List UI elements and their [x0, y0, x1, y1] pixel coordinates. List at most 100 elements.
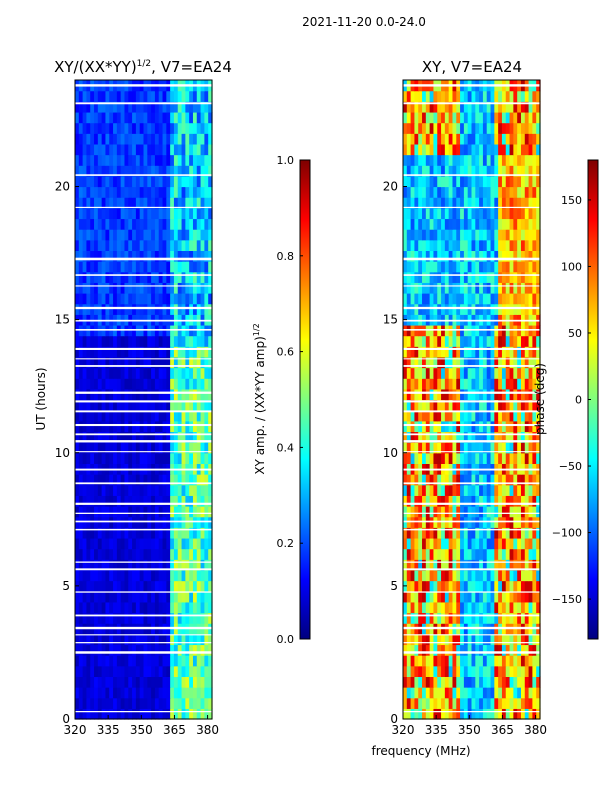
heatmap-cell	[75, 101, 80, 113]
heatmap-cell	[471, 346, 476, 358]
heatmap-cell	[173, 580, 179, 592]
heatmap-cell	[166, 527, 171, 539]
heatmap-cell	[532, 271, 537, 283]
heatmap-cell	[490, 90, 495, 102]
heatmap-cell	[509, 527, 514, 539]
heatmap-cell	[109, 537, 114, 550]
heatmap-cell	[532, 261, 537, 273]
heatmap-cell	[94, 356, 99, 369]
heatmap-cell	[113, 676, 118, 688]
heatmap-cell	[90, 506, 95, 518]
heatmap-cell	[422, 708, 427, 720]
heatmap-cell	[90, 239, 95, 251]
heatmap-cell	[517, 346, 522, 358]
heatmap-cell	[177, 207, 183, 220]
heatmap-cell	[441, 261, 446, 273]
heatmap-cell	[517, 356, 522, 369]
heatmap-cell	[422, 239, 427, 251]
heatmap-cell	[113, 250, 118, 262]
flag-line	[403, 433, 540, 436]
heatmap-cell	[86, 197, 91, 209]
heatmap-cell	[139, 420, 145, 433]
heatmap-cell	[433, 90, 438, 102]
heatmap-cell	[528, 601, 533, 614]
heatmap-cell	[101, 655, 107, 667]
heatmap-cell	[501, 676, 507, 688]
heatmap-cell	[208, 197, 213, 209]
heatmap-cell	[429, 175, 435, 188]
heatmap-cell	[113, 527, 118, 539]
heatmap-cell	[490, 676, 495, 688]
heatmap-cell	[204, 271, 209, 283]
heatmap-cell	[75, 484, 80, 496]
heatmap-cell	[406, 452, 412, 464]
heatmap-cell	[196, 335, 202, 347]
heatmap-cell	[463, 303, 469, 315]
heatmap-cell	[82, 293, 88, 305]
heatmap-cell	[120, 537, 126, 550]
heatmap-cell	[147, 633, 152, 646]
heatmap-cell	[422, 399, 427, 411]
heatmap-cell	[429, 111, 435, 124]
heatmap-cell	[132, 388, 137, 401]
heatmap-cell	[154, 356, 160, 369]
heatmap-cell	[109, 559, 114, 571]
heatmap-cell	[528, 271, 533, 283]
heatmap-cell	[467, 591, 473, 603]
heatmap-cell	[132, 143, 137, 156]
heatmap-cell	[158, 420, 164, 433]
heatmap-cell	[124, 484, 129, 496]
heatmap-cell	[536, 633, 541, 646]
heatmap-cell	[517, 165, 522, 177]
heatmap-cell	[418, 612, 423, 624]
heatmap-cell	[170, 303, 175, 315]
heatmap-cell	[75, 154, 80, 166]
heatmap-cell	[128, 548, 133, 560]
heatmap-cell	[82, 420, 88, 433]
heatmap-cell	[170, 697, 175, 709]
heatmap-cell	[120, 601, 126, 614]
heatmap-cell	[452, 122, 457, 134]
heatmap-cell	[509, 271, 514, 283]
heatmap-cell	[82, 207, 88, 220]
heatmap-cell	[501, 431, 507, 443]
heatmap-cell	[105, 474, 110, 486]
heatmap-cell	[139, 708, 145, 720]
heatmap-cell	[418, 239, 423, 251]
heatmap-cell	[185, 665, 190, 677]
heatmap-cell	[509, 229, 514, 241]
heatmap-cell	[173, 612, 179, 624]
heatmap-cell	[410, 612, 416, 624]
heatmap-cell	[463, 143, 469, 156]
heatmap-cell	[200, 633, 205, 646]
heatmap-cell	[196, 633, 202, 646]
heatmap-cell	[97, 676, 103, 688]
heatmap-cell	[116, 474, 122, 486]
heatmap-cell	[97, 133, 103, 145]
heatmap-cell	[479, 154, 484, 166]
heatmap-cell	[124, 90, 129, 102]
heatmap-cell	[90, 452, 95, 464]
heatmap-cell	[113, 442, 118, 454]
heatmap-cell	[204, 218, 209, 230]
heatmap-cell	[185, 474, 190, 486]
heatmap-cell	[425, 261, 431, 273]
heatmap-cell	[460, 591, 465, 603]
amplitude-colorbar-label: XY amp. / (XX*YY amp)1/2	[252, 323, 267, 474]
amplitude-colorbar-label-base: XY amp. / (XX*YY amp)	[253, 336, 267, 474]
heatmap-cell	[479, 346, 484, 358]
heatmap-cell	[204, 601, 209, 614]
heatmap-cell	[433, 143, 438, 156]
heatmap-cell	[475, 207, 480, 220]
heatmap-cell	[97, 378, 103, 390]
heatmap-cell	[128, 207, 133, 220]
heatmap-cell	[498, 484, 503, 496]
heatmap-cell	[113, 186, 118, 198]
heatmap-cell	[78, 612, 84, 624]
heatmap-cell	[463, 527, 469, 539]
heatmap-cell	[475, 527, 480, 539]
heatmap-cell	[520, 399, 526, 411]
heatmap-cell	[475, 90, 480, 102]
flag-line	[403, 391, 540, 394]
heatmap-cell	[441, 559, 446, 571]
